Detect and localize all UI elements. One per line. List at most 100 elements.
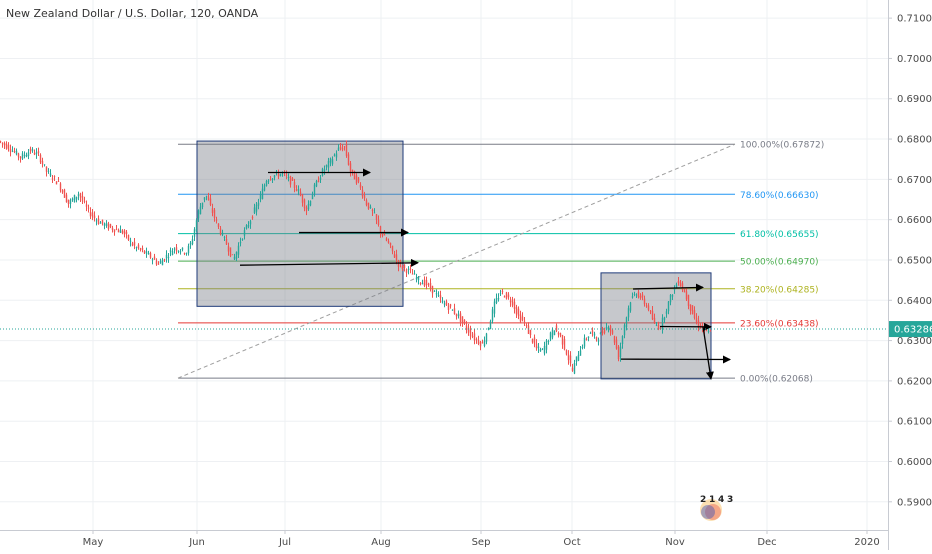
fib-level-label: 50.00%(0.64970) (740, 258, 819, 268)
candle-body (334, 155, 335, 156)
candle-body (290, 176, 291, 184)
candle-body (472, 336, 473, 337)
event-badge-count[interactable]: 3 (727, 495, 733, 505)
candle-body (292, 178, 293, 180)
candle-body (644, 299, 645, 305)
candle-body (174, 249, 175, 250)
candle-body (212, 208, 213, 213)
candle-body (198, 210, 199, 218)
candle-body (392, 246, 393, 252)
candle-body (156, 261, 157, 265)
candle-body (624, 325, 625, 335)
candle-body (112, 228, 113, 230)
candle-body (692, 305, 693, 314)
candle-body (594, 334, 595, 336)
candle-body (194, 229, 195, 236)
candle-body (600, 333, 601, 335)
candle-body (410, 269, 411, 270)
fib-level-label: 100.00%(0.67872) (740, 141, 824, 151)
candle-body (60, 183, 61, 190)
candle-body (0, 141, 1, 142)
candle-body (482, 342, 483, 343)
candle-body (52, 178, 53, 179)
candle-body (614, 336, 615, 342)
candle-body (456, 314, 457, 317)
candle-body (64, 190, 65, 198)
candle-body (546, 340, 547, 349)
candle-body (632, 296, 633, 297)
candle-body (250, 221, 251, 224)
candle-body (698, 320, 699, 326)
candle-body (236, 252, 237, 259)
candle-body (428, 284, 429, 285)
candle-body (666, 311, 667, 313)
candle-body (452, 310, 453, 311)
candle-body (404, 265, 405, 268)
candle-body (244, 230, 245, 236)
candle-body (216, 219, 217, 220)
candle-body (294, 182, 295, 188)
event-badge-count[interactable]: 1 (709, 495, 715, 505)
candle-body (618, 347, 619, 359)
candle-body (444, 303, 445, 304)
event-badge-count[interactable]: 2 (700, 495, 706, 505)
candle-body (326, 165, 327, 167)
candle-body (324, 169, 325, 171)
candle-body (640, 296, 641, 298)
candle-body (316, 181, 317, 186)
candle-body (616, 340, 617, 349)
candle-body (454, 308, 455, 314)
candle-body (402, 266, 403, 269)
candle-body (390, 243, 391, 245)
candle-body (32, 149, 33, 150)
candle-body (542, 349, 543, 350)
candle-body (166, 255, 167, 259)
candle-body (308, 204, 309, 209)
candle-body (358, 177, 359, 181)
candle-body (218, 224, 219, 227)
candle-body (668, 302, 669, 312)
event-badge-count[interactable]: 4 (718, 495, 724, 505)
candle-body (262, 189, 263, 199)
candle-body (374, 213, 375, 214)
candle-body (506, 292, 507, 298)
candle-body (578, 355, 579, 361)
candle-body (464, 320, 465, 324)
candle-body (344, 146, 345, 147)
candle-body (84, 201, 85, 202)
candle-body (386, 238, 387, 240)
candle-body (100, 223, 101, 224)
candle-body (598, 340, 599, 342)
candle-body (508, 295, 509, 298)
candle-body (420, 283, 421, 284)
time-tick-label: Jul (278, 537, 291, 548)
candle-body (382, 234, 383, 236)
candle-body (266, 181, 267, 186)
candle-body (190, 243, 191, 246)
candle-body (158, 264, 159, 265)
candle-body (586, 339, 587, 340)
candle-body (448, 306, 449, 310)
rectangle-drawing[interactable] (197, 141, 403, 306)
candle-body (260, 194, 261, 199)
candle-body (588, 337, 589, 338)
candle-body (518, 309, 519, 316)
time-tick-label: 2020 (854, 537, 879, 548)
candle-body (72, 199, 73, 201)
candle-body (254, 207, 255, 213)
candle-body (338, 148, 339, 151)
candle-body (10, 149, 11, 151)
candle-body (622, 336, 623, 344)
candle-body (328, 161, 329, 168)
candle-body (626, 317, 627, 327)
